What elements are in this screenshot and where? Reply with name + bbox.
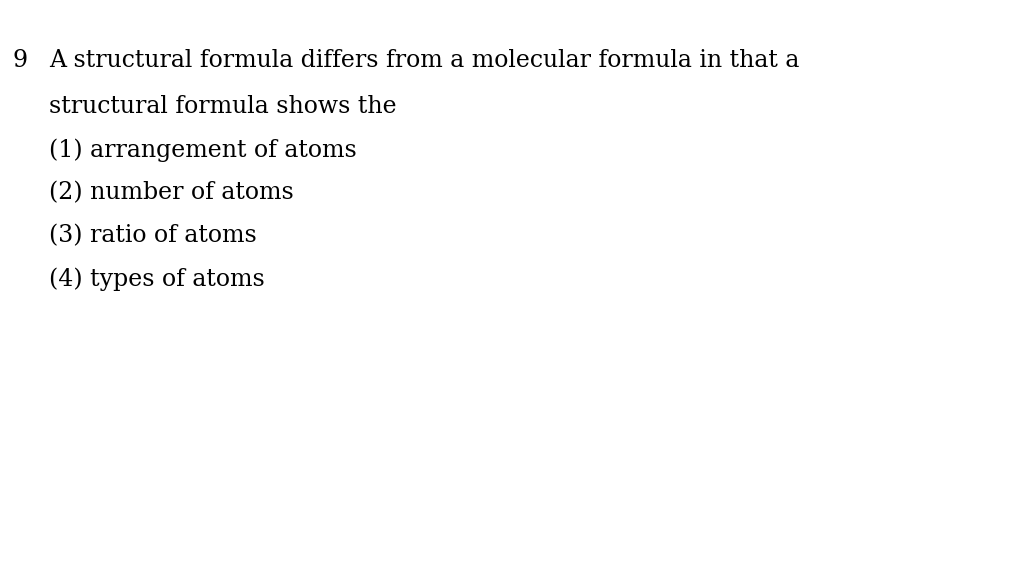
Text: 9: 9 [12,49,28,72]
Text: structural formula shows the: structural formula shows the [49,95,396,118]
Text: (4) types of atoms: (4) types of atoms [49,268,265,291]
Text: A structural formula differs from a molecular formula in that a: A structural formula differs from a mole… [49,49,800,72]
Text: (2) number of atoms: (2) number of atoms [49,181,294,204]
Text: (3) ratio of atoms: (3) ratio of atoms [49,225,257,248]
Text: (1) arrangement of atoms: (1) arrangement of atoms [49,138,357,162]
